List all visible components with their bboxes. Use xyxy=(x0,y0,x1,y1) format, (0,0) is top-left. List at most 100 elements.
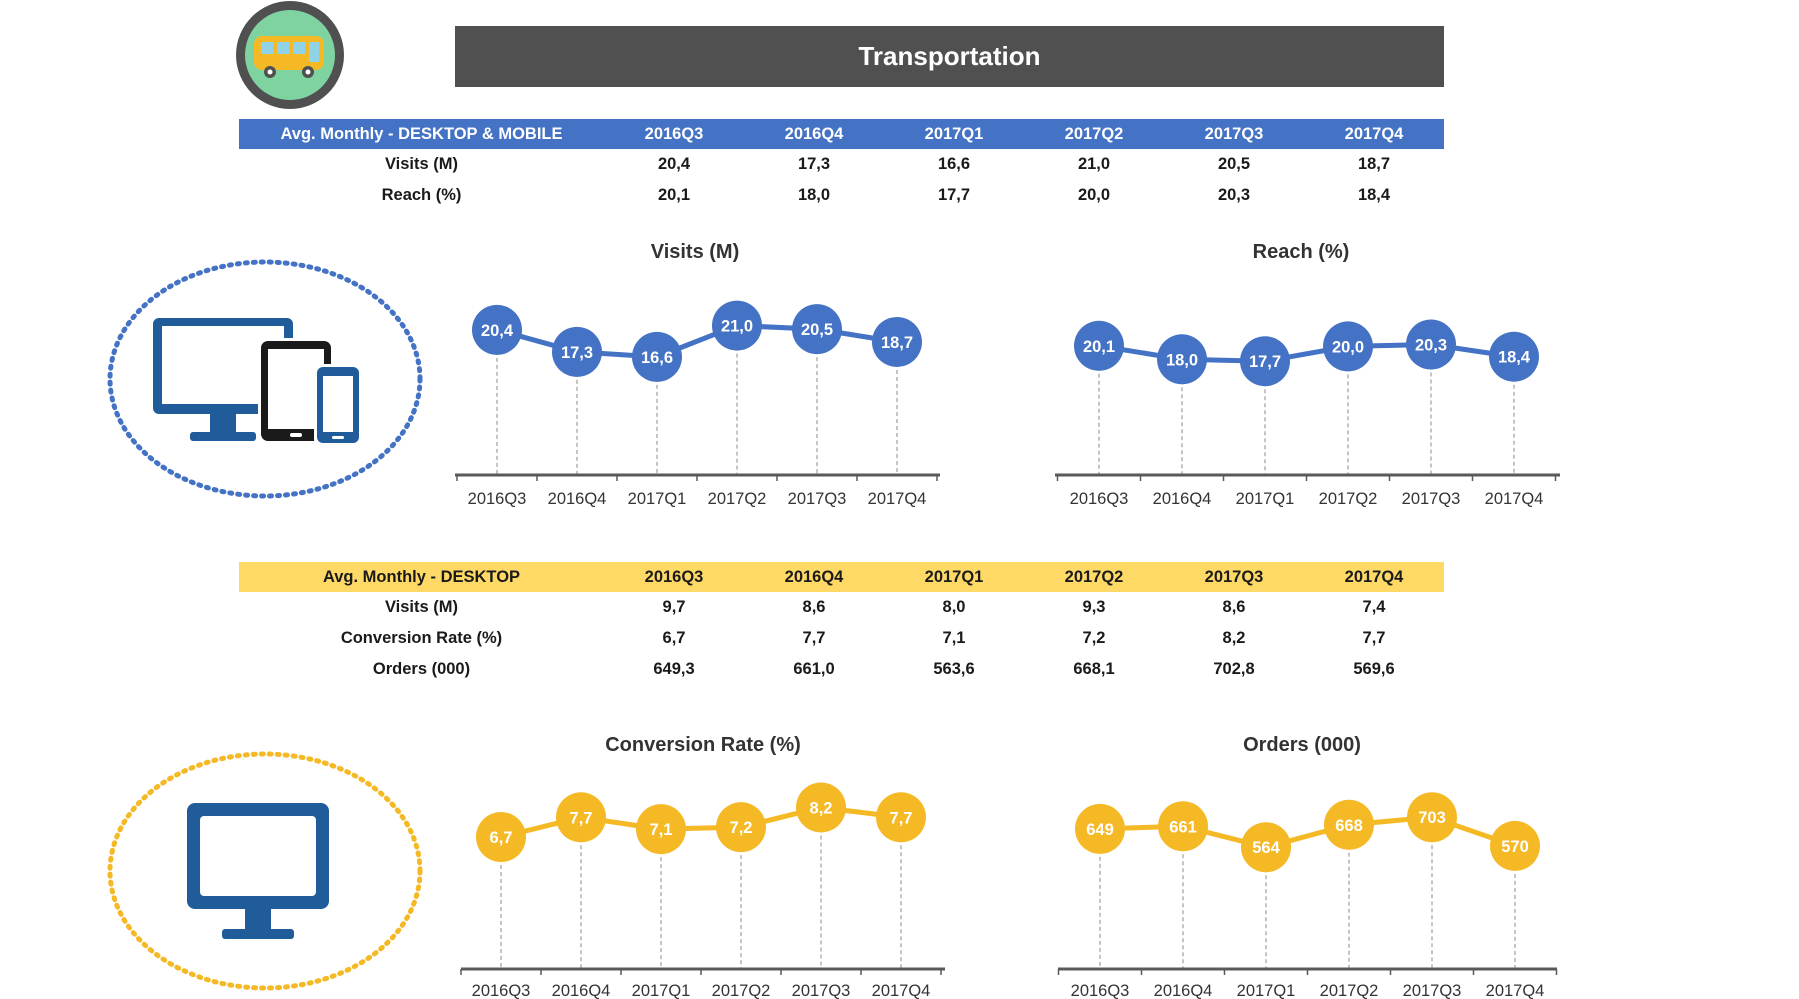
x-tick-label: 2016Q4 xyxy=(552,982,611,999)
data-point xyxy=(1489,331,1539,382)
x-tick-label: 2017Q1 xyxy=(632,982,691,999)
data-point xyxy=(1490,820,1540,871)
table-cell: 20,3 xyxy=(1217,186,1251,204)
row-label: Conversion Rate (%) xyxy=(340,629,503,647)
x-tick-label: 2017Q4 xyxy=(872,982,931,999)
desktop-monitor-icon xyxy=(107,751,423,991)
table-header-cell: 2017Q4 xyxy=(1304,119,1444,149)
chart-title-reach: Reach (%) xyxy=(1252,241,1350,263)
table-header-cell: 2017Q2 xyxy=(1024,119,1164,149)
x-tick-label: 2016Q4 xyxy=(1154,982,1213,999)
table-header-cell: 2017Q1 xyxy=(884,562,1024,592)
table-cell: 8,6 xyxy=(802,598,826,616)
data-point xyxy=(796,782,846,833)
x-tick-label: 2017Q1 xyxy=(1237,982,1296,999)
table-header-cell: Avg. Monthly - DESKTOP & MOBILE xyxy=(239,119,604,149)
x-tick-label: 2017Q3 xyxy=(792,982,851,999)
table-cell: 7,7 xyxy=(1362,629,1386,647)
table-row: Visits (M) 20,4 17,3 16,6 21,0 20,5 18,7 xyxy=(239,149,1444,180)
row-label: Orders (000) xyxy=(372,660,471,678)
data-point xyxy=(792,304,842,355)
table-cell: 702,8 xyxy=(1213,660,1255,678)
table-cell: 20,1 xyxy=(657,186,691,204)
data-point xyxy=(472,304,522,355)
table-header-cell: 2016Q3 xyxy=(604,119,744,149)
data-point xyxy=(636,804,686,855)
data-label: 7,2 xyxy=(730,819,753,837)
data-point xyxy=(716,802,766,853)
table-cell: 7,1 xyxy=(942,629,966,647)
table-cell: 20,5 xyxy=(1217,155,1251,173)
table-header-cell: 2017Q1 xyxy=(884,119,1024,149)
table-cell: 569,6 xyxy=(1353,660,1395,678)
data-point xyxy=(632,331,682,382)
table-cell: 7,4 xyxy=(1362,598,1386,616)
x-tick-label: 2017Q4 xyxy=(1486,982,1545,999)
table-header-cell: 2016Q4 xyxy=(744,119,884,149)
data-label: 18,0 xyxy=(1166,351,1198,369)
data-point xyxy=(876,792,926,843)
table-header-cell: 2017Q3 xyxy=(1164,119,1304,149)
data-label: 20,3 xyxy=(1415,337,1447,355)
x-tick-label: 2017Q2 xyxy=(1320,982,1379,999)
chart-title-visits: Visits (M) xyxy=(650,241,740,263)
data-label: 8,2 xyxy=(810,799,833,817)
data-label: 18,4 xyxy=(1498,349,1531,367)
row-label: Visits (M) xyxy=(384,598,459,616)
row-label: Visits (M) xyxy=(384,155,459,173)
reach-line-chart: 20,1 18,0 17,7 20,0 20,3 18,4 2016Q3 2016Q4 2017… xyxy=(1055,319,1560,508)
table-cell: 6,7 xyxy=(662,629,686,647)
x-tick-label: 2017Q4 xyxy=(868,490,927,508)
x-tick-label: 2016Q3 xyxy=(472,982,531,999)
data-point xyxy=(872,316,922,367)
data-label: 564 xyxy=(1252,839,1280,857)
table-cell: 20,4 xyxy=(657,155,691,173)
table-cell: 20,0 xyxy=(1077,186,1111,204)
chart-title-conversion: Conversion Rate (%) xyxy=(605,734,801,756)
data-point xyxy=(556,792,606,843)
table-cell: 16,6 xyxy=(937,155,971,173)
data-label: 7,7 xyxy=(890,809,913,827)
data-point xyxy=(712,300,762,351)
table-cell: 9,7 xyxy=(662,598,686,616)
row-label: Reach (%) xyxy=(381,186,462,204)
data-label: 20,5 xyxy=(801,321,833,339)
data-point xyxy=(1406,319,1456,370)
table-header-cell: 2017Q3 xyxy=(1164,562,1304,592)
table-header-cell: Avg. Monthly - DESKTOP xyxy=(239,562,604,592)
table-cell: 9,3 xyxy=(1082,598,1106,616)
bus-icon xyxy=(236,1,344,109)
x-tick-label: 2017Q4 xyxy=(1485,490,1544,508)
data-label: 20,4 xyxy=(481,322,514,340)
data-point xyxy=(1241,822,1291,873)
table-cell: 18,0 xyxy=(797,186,831,204)
table-desktop-mobile: Avg. Monthly - DESKTOP & MOBILE 2016Q3 2… xyxy=(239,119,1444,211)
table-cell: 18,4 xyxy=(1357,186,1391,204)
x-tick-label: 2016Q4 xyxy=(548,490,607,508)
x-tick-label: 2016Q4 xyxy=(1153,490,1212,508)
x-tick-label: 2017Q3 xyxy=(1403,982,1462,999)
data-point xyxy=(1323,321,1373,372)
table-cell: 8,0 xyxy=(942,598,966,616)
data-label: 649 xyxy=(1086,821,1114,839)
table-cell: 668,1 xyxy=(1073,660,1115,678)
x-tick-label: 2017Q3 xyxy=(788,490,847,508)
data-point xyxy=(1240,336,1290,387)
table-cell: 18,7 xyxy=(1357,155,1391,173)
data-label: 17,7 xyxy=(1249,353,1281,371)
table-header-cell: 2016Q4 xyxy=(744,562,884,592)
table-cell: 563,6 xyxy=(933,660,975,678)
x-tick-label: 2016Q3 xyxy=(1070,490,1129,508)
data-label: 7,1 xyxy=(650,821,673,839)
table-row: Reach (%) 20,1 18,0 17,7 20,0 20,3 18,4 xyxy=(239,180,1444,211)
orders-line-chart: 649 661 564 668 703 570 2016Q3 2016Q4 2017Q1 2017… xyxy=(1057,792,1558,999)
table-header-row: Avg. Monthly - DESKTOP & MOBILE 2016Q3 2… xyxy=(239,119,1444,149)
data-point xyxy=(1157,334,1207,385)
table-cell: 661,0 xyxy=(793,660,835,678)
data-point xyxy=(1407,792,1457,843)
x-tick-label: 2017Q1 xyxy=(628,490,687,508)
data-point xyxy=(1324,799,1374,850)
x-tick-label: 2017Q2 xyxy=(1319,490,1378,508)
table-desktop: Avg. Monthly - DESKTOP 2016Q3 2016Q4 201… xyxy=(239,562,1444,685)
x-tick-label: 2017Q1 xyxy=(1236,490,1295,508)
